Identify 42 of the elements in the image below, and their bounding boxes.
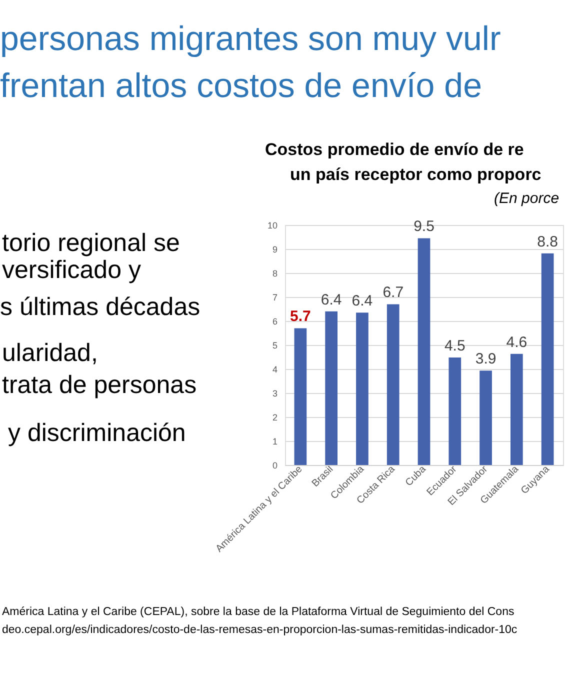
y-tick-label: 3 [272,388,278,398]
text: versificado y [2,256,142,284]
text: torio regional se [2,229,180,257]
y-tick-label: 2 [272,412,278,422]
text: frentan altos costos de envío de [0,67,482,105]
data-label: 6.4 [320,291,342,308]
y-tick-label: 7 [272,292,278,302]
annotation: 5.7 [290,308,311,326]
bar [386,304,400,465]
text: trata de personas [2,371,197,399]
y-tick-label: 6 [272,316,278,326]
text: deo.cepal.org/es/indicadores/costo-de-las-remesas-en-proporcion-las-sumas-remitidas-indicador-10c [2,624,518,636]
y-tick-label: 8 [272,268,278,278]
text: Costos promedio de envío de re [265,140,524,159]
y-tick-label: 0 [272,460,278,470]
y-tick-label: 10 [267,220,278,230]
y-tick-label: 1 [272,436,278,446]
chart-subtitle: (En porce [494,190,560,207]
bar [510,354,523,465]
data-label: 4.5 [444,337,466,354]
text: personas migrantes son muy vulr [0,20,501,58]
bar [325,311,338,465]
text: s últimas décadas [0,293,200,321]
y-tick-label: 5 [272,340,278,350]
bar [418,238,430,465]
data-label: 6.4 [352,292,373,310]
bar [480,370,492,465]
text: y discriminación [8,419,186,447]
bar [356,312,368,465]
y-tick-label: 9 [272,244,278,254]
bar [541,253,554,465]
data-label: 4.6 [506,334,528,351]
data-label: 3.9 [475,350,496,368]
data-label: 8.8 [537,233,558,250]
text: ularidad, [2,339,98,367]
data-label: 9.5 [414,218,434,236]
bar [448,357,462,465]
y-tick-label: 4 [272,364,278,374]
bar [294,328,307,465]
text: un país receptor como proporc [290,165,542,184]
text: América Latina y el Caribe (CEPAL), sobre la base de la Plataforma Virtual de Seguimiento del Cons [2,606,514,618]
data-label: 6.7 [382,284,404,302]
